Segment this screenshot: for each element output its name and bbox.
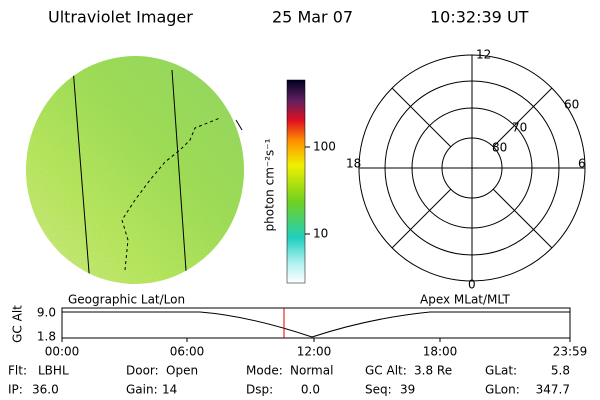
hour-label: 6 xyxy=(578,157,586,171)
info-value: 39 xyxy=(400,383,415,397)
info-label: Gain: xyxy=(126,383,158,397)
track-title: Apex MLat/MLT xyxy=(420,293,510,307)
x-tick-label: 18:00 xyxy=(423,345,458,359)
info-label: Door: xyxy=(126,364,159,378)
colorbar-tick: 10 xyxy=(313,227,328,241)
info-value: 14 xyxy=(162,383,177,397)
info-label: Dsp: xyxy=(246,383,273,397)
info-label: Seq: xyxy=(365,383,392,397)
track-plot: Geographic Lat/Lon Apex MLat/MLT GC Alt … xyxy=(11,293,588,359)
y-tick-label: 1.8 xyxy=(37,330,56,344)
colorbar-tick: 100 xyxy=(313,140,336,154)
date: 25 Mar 07 xyxy=(272,8,353,27)
info-value: Normal xyxy=(290,364,333,378)
polar-grid xyxy=(358,54,586,282)
uv-image xyxy=(26,56,244,284)
x-tick-label: 06:00 xyxy=(170,345,205,359)
track-title: Geographic Lat/Lon xyxy=(68,293,185,307)
title: Ultraviolet Imager xyxy=(48,8,193,27)
info-label: GC Alt: xyxy=(365,364,407,378)
info-value: 0.0 xyxy=(301,383,320,397)
x-tick-label: 12:00 xyxy=(297,345,332,359)
time: 10:32:39 UT xyxy=(430,8,529,27)
lat-label: 70 xyxy=(512,121,527,135)
lat-label: 60 xyxy=(564,98,579,112)
info-value: Open xyxy=(166,364,198,378)
y-label: GC Alt xyxy=(11,305,25,343)
y-tick-label: 9.0 xyxy=(37,306,56,320)
info-value: 347.7 xyxy=(536,383,570,397)
hour-label: 18 xyxy=(346,157,361,171)
hour-label: 12 xyxy=(476,48,491,62)
info-label: GLon: xyxy=(485,383,520,397)
hour-label: 0 xyxy=(468,278,476,292)
colorbar-label: photon cm⁻²s⁻¹ xyxy=(263,138,277,231)
info-label: Flt: xyxy=(8,364,27,378)
info-label: IP: xyxy=(8,383,23,397)
info-value: 5.8 xyxy=(551,364,570,378)
info-value: 3.8 Re xyxy=(414,364,452,378)
x-tick-label: 23:59 xyxy=(553,345,588,359)
info-value: LBHL xyxy=(38,364,69,378)
info-label: GLat: xyxy=(485,364,517,378)
x-tick-label: 00:00 xyxy=(45,345,80,359)
info-label: Mode: xyxy=(246,364,283,378)
info-value: 36.0 xyxy=(32,383,59,397)
lat-label: 80 xyxy=(492,141,507,155)
colorbar: 100 10 photon cm⁻²s⁻¹ xyxy=(263,79,336,284)
